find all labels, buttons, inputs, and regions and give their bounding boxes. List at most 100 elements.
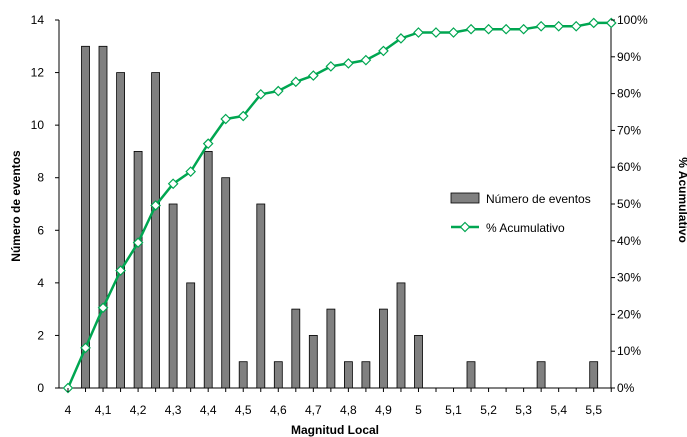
x-tick-label: 5,1 [445,403,462,417]
x-tick-label: 4,6 [270,403,287,417]
bar [343,361,353,389]
y2-tick-label: 50% [617,197,641,211]
bar [326,308,336,389]
bar [151,72,161,389]
bar [273,361,283,389]
x-axis-title: Magnitud Local [291,423,379,437]
cumulative-point [80,342,91,354]
cumulative-point [290,76,302,88]
bar [308,334,318,389]
x-tick-label: 5,4 [550,403,567,417]
y-axis-title: Número de eventos [9,150,23,262]
bar [414,334,423,389]
y2-tick-label: 40% [617,234,641,248]
bar [116,72,125,389]
y2-axis-title: % Acumulativo [676,157,687,243]
cumulative-point [605,17,617,29]
cumulative-point [307,70,319,81]
cumulative-point [132,237,144,248]
bar [589,361,599,389]
y2-tick-label: 100% [617,13,648,27]
legend-swatch-bars [450,192,480,204]
bar [256,203,266,389]
cumulative-point [465,23,477,35]
legend-label-bars: Número de eventos [486,192,591,206]
cumulative-point [325,61,337,72]
cumulative-point [150,200,161,211]
bar [221,177,231,389]
cumulative-point [535,20,547,32]
cumulative-point [570,20,582,32]
cumulative-point [167,178,179,190]
cumulative-point [430,27,442,38]
y2-tick-label: 70% [617,123,641,137]
x-tick-label: 5 [415,403,422,417]
x-tick-label: 5,2 [480,403,497,417]
legend-swatch-marker [459,221,471,233]
cumulative-point [500,23,512,35]
bar [238,361,248,389]
x-tick-label: 4 [65,403,72,417]
cumulative-point [272,85,284,97]
bar [186,282,196,389]
cumulative-point [185,166,197,177]
x-tick-label: 4,2 [130,403,147,417]
bar [536,361,546,389]
x-tick-label: 5,5 [585,403,602,417]
y-tick-label: 12 [31,66,45,80]
y2-tick-label: 10% [617,344,641,358]
y-tick-label: 14 [31,13,45,27]
bar [396,282,406,389]
y2-tick-label: 90% [617,50,641,64]
bar [81,45,90,389]
cumulative-point [97,302,109,314]
bar [133,150,143,389]
x-tick-label: 4,3 [165,403,182,417]
cumulative-point [255,88,267,100]
cumulative-point [360,54,372,66]
y-tick-label: 10 [31,118,45,132]
bar [291,308,301,389]
cumulative-point [237,110,249,122]
bar [203,150,213,389]
bar [98,45,108,389]
x-tick-label: 4,4 [200,403,217,417]
y-tick-label: 6 [37,223,44,237]
y-tick-label: 4 [37,276,44,290]
cumulative-point [553,20,565,32]
bar [466,361,476,389]
cumulative-point [413,27,424,38]
cumulative-point [395,33,407,44]
bar-series [81,45,599,389]
cumulative-point [343,58,354,69]
x-tick-label: 4,7 [305,403,322,417]
cumulative-point [220,113,232,125]
tick-labels: 0 2 4 6 8 10 12 14 0% 10% 20% 30% 40% 50% 60% 70% 80% 90%… [31,13,648,417]
cumulative-point [202,138,214,149]
cumulative-line-series [62,17,617,394]
y-tick-label: 0 [37,381,44,395]
cumulative-point [483,23,494,35]
cumulative-point [448,27,459,38]
x-tick-label: 4,5 [235,403,252,417]
x-tick-label: 4,8 [340,403,357,417]
bar [168,203,178,389]
y2-tick-label: 20% [617,307,641,321]
bar [361,361,371,389]
y2-tick-label: 80% [617,87,641,101]
y-tick-label: 2 [37,328,44,342]
legend-label-line: % Acumulativo [486,221,565,235]
y2-tick-label: 30% [617,271,641,285]
x-tick-label: 5,3 [515,403,532,417]
cumulative-point [518,23,529,35]
x-tick-label: 4,9 [375,403,392,417]
x-tick-label: 4,1 [95,403,112,417]
y2-tick-label: 60% [617,160,641,174]
y-tick-label: 8 [37,171,44,185]
cumulative-point [588,17,600,29]
cumulative-point [115,265,126,276]
legend: Número de eventos % Acumulativo [450,192,591,235]
cumulative-point [378,45,389,57]
y2-tick-label: 0% [617,381,635,395]
